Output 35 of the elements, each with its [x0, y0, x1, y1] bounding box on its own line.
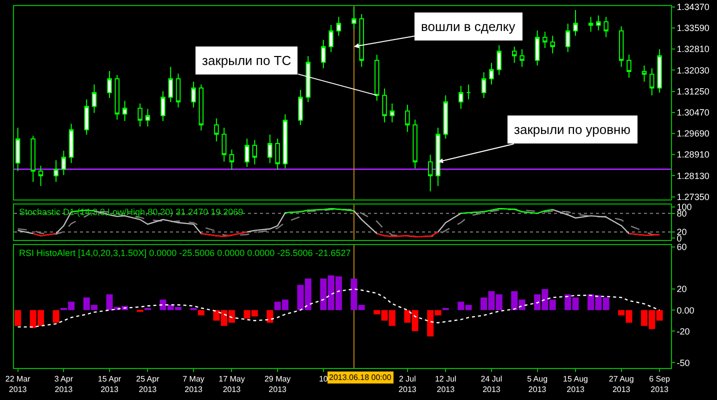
- y-tick-label: 1.30470: [676, 108, 710, 118]
- y-tick-label: -20: [676, 326, 690, 336]
- annotation: вошли в сделку: [421, 19, 516, 34]
- y-tick-label: -50: [676, 358, 690, 368]
- y-tick-label: 1.33590: [676, 23, 710, 34]
- x-tick-label: 25 Apr 2013: [136, 374, 160, 394]
- y-tick-label: 1.29690: [676, 128, 710, 139]
- y-tick-label: 60: [676, 242, 687, 252]
- y-tick-label: 1.28130: [676, 170, 710, 181]
- y-tick-label: 1.28910: [676, 150, 710, 160]
- y-tick-label: 1.31250: [676, 86, 710, 96]
- y-tick-label: 1.32810: [676, 44, 710, 54]
- y-tick-label: 1.34370: [676, 2, 710, 12]
- y-tick-label: 20: [676, 284, 687, 294]
- x-tick-label: 15 Aug 2013: [563, 374, 588, 394]
- x-tick-label: 6 Sep 2013: [649, 374, 671, 394]
- x-tick-label: 24 Jul 2013: [480, 374, 502, 394]
- annotation: закрыли по уровню: [514, 122, 631, 137]
- x-tick-label: 10: [318, 374, 328, 384]
- x-tick-label: 22 Mar 2013: [5, 374, 31, 394]
- x-tick-label: 3 Apr 2013: [54, 374, 74, 394]
- annotation: закрыли по ТС: [202, 53, 292, 68]
- chart-title: RSI HistoAlert [14,0,20,3,1.50X] 0.0000 -25.5006 0.0000 0.0000 -25.5006 -21.6527: [19, 248, 351, 258]
- y-tick-label: 1.32030: [676, 65, 710, 76]
- x-tick-label: 27 Aug 2013: [608, 374, 634, 394]
- x-tick-label: 5 Aug 2013: [527, 374, 548, 394]
- x-tick-label: 7 May 2013: [182, 374, 204, 394]
- x-tick-label: 15 Apr 2013: [98, 374, 122, 394]
- ref-line-label: 2013.06.18 00:00: [329, 373, 392, 382]
- x-tick-label: 17 May 2013: [218, 374, 245, 394]
- x-tick-label: 29 May 2013: [264, 374, 291, 394]
- x-tick-label: 12 Jul 2013: [434, 374, 457, 394]
- y-tick-label: 1.27350: [676, 192, 710, 202]
- y-tick-label: 0.00: [676, 305, 694, 316]
- x-tick-label: 2 Jul 2013: [398, 374, 417, 394]
